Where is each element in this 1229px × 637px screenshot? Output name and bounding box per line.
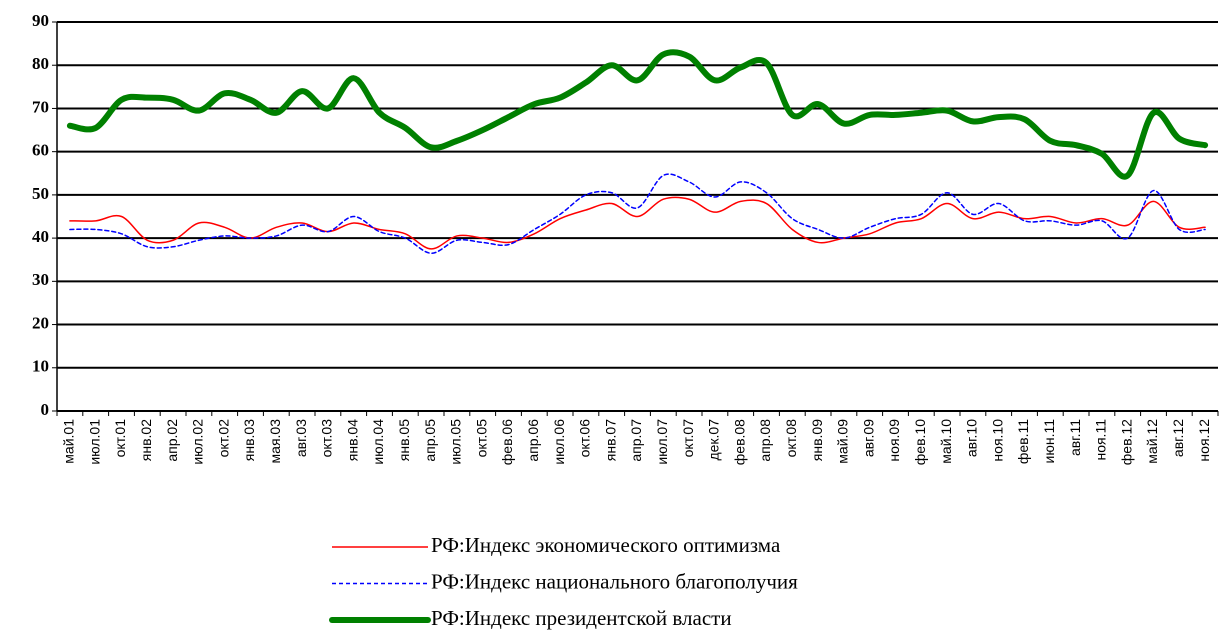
x-tick-label: янв.07 <box>602 419 618 461</box>
x-tick-label: фев.11 <box>1015 419 1031 464</box>
x-tick-label: июл.06 <box>551 419 567 465</box>
legend-label: РФ:Индекс национального благополучия <box>431 569 798 593</box>
x-tick-label: окт.08 <box>783 419 799 458</box>
x-tick-label: дек.07 <box>706 419 722 461</box>
x-tick-label: окт.03 <box>319 419 335 458</box>
x-tick-label: апр.08 <box>757 419 773 462</box>
x-tick-label: фев.06 <box>499 419 515 465</box>
x-tick-label: ноя.10 <box>989 419 1005 462</box>
y-tick-label: 0 <box>41 400 50 419</box>
x-tick-label: ноя.09 <box>886 419 902 462</box>
x-tick-label: фев.10 <box>912 419 928 465</box>
x-tick-label: авг.11 <box>1067 419 1083 456</box>
x-tick-label: окт.06 <box>577 419 593 458</box>
legend-label: РФ:Индекс президентской власти <box>431 606 732 630</box>
x-tick-label: авг.09 <box>860 419 876 457</box>
y-tick-label: 30 <box>32 270 49 289</box>
x-tick-label: ноя.11 <box>1093 419 1109 461</box>
x-tick-label: май.01 <box>61 419 77 464</box>
x-tick-label: окт.02 <box>215 419 231 458</box>
y-tick-label: 20 <box>32 313 49 332</box>
x-tick-label: янв.02 <box>138 419 154 461</box>
x-tick-label: июл.02 <box>190 419 206 465</box>
x-tick-label: апр.05 <box>422 419 438 462</box>
y-tick-label: 60 <box>32 141 49 160</box>
x-tick-label: апр.06 <box>525 419 541 462</box>
y-tick-label: 50 <box>32 184 49 203</box>
series-line <box>69 173 1206 254</box>
x-tick-label: янв.09 <box>809 419 825 461</box>
y-tick-label: 70 <box>32 97 49 116</box>
x-tick-label: июн.11 <box>1041 419 1057 464</box>
x-tick-label: июл.04 <box>370 419 386 465</box>
x-tick-label: янв.04 <box>344 419 360 461</box>
x-tick-label: май.12 <box>1144 419 1160 464</box>
x-tick-label: ноя.12 <box>1196 419 1212 462</box>
x-tick-label: авг.10 <box>964 419 980 457</box>
y-tick-label: 10 <box>32 357 49 376</box>
x-tick-label: авг.03 <box>293 419 309 457</box>
y-tick-label: 80 <box>32 54 49 73</box>
x-tick-label: окт.05 <box>473 419 489 458</box>
x-tick-label: апр.02 <box>164 419 180 462</box>
x-tick-label: апр.07 <box>628 419 644 462</box>
series-line <box>66 49 1209 180</box>
x-tick-label: окт.01 <box>112 419 128 458</box>
x-tick-label: янв.03 <box>241 419 257 461</box>
x-tick-label: авг.12 <box>1170 419 1186 457</box>
x-tick-label: июл.01 <box>86 419 102 465</box>
x-tick-label: янв.05 <box>396 419 412 461</box>
x-tick-label: фев.12 <box>1118 419 1134 465</box>
y-tick-label: 90 <box>32 11 49 30</box>
x-tick-label: фев.08 <box>731 419 747 465</box>
x-tick-label: мая.03 <box>267 419 283 464</box>
x-tick-label: окт.07 <box>680 419 696 458</box>
y-tick-label: 40 <box>32 227 49 246</box>
x-tick-label: июл.07 <box>654 419 670 465</box>
legend-label: РФ:Индекс экономического оптимизма <box>431 533 781 557</box>
x-tick-label: июл.05 <box>448 419 464 465</box>
series-line <box>69 196 1206 250</box>
x-tick-label: май.10 <box>938 419 954 464</box>
x-tick-label: май.09 <box>835 419 851 464</box>
